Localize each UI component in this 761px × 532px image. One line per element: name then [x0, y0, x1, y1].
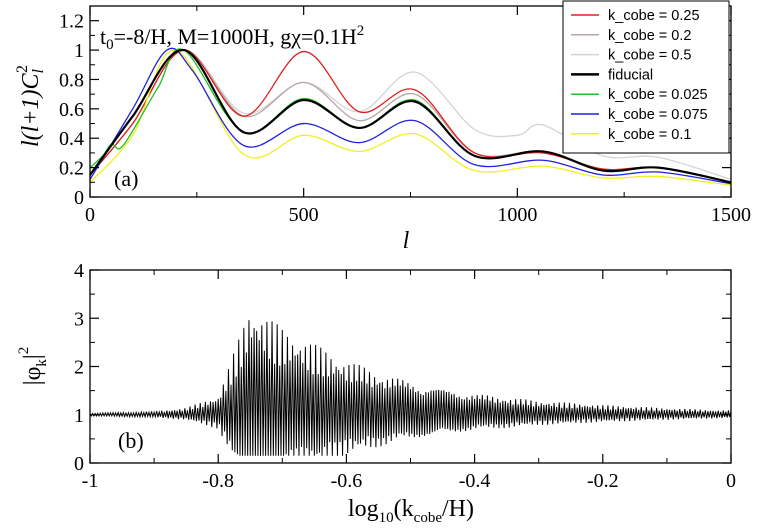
- bottom-x-tick-label: -0.2: [587, 470, 619, 492]
- bottom-x-tick-label: -1: [82, 470, 99, 492]
- top-y-axis-label: l(l+1)Cl2: [14, 65, 47, 147]
- top-x-axis: 0 500 1000 1500: [85, 6, 751, 226]
- top-panel: 0 500 1000 1500 0 0.2 0.4 0.6 0.8 1 1.2 t0=-8/H, …: [14, 0, 751, 254]
- legend: k_cobe = 0.25 k_cobe = 0.2 k_cobe = 0.5 fid…: [562, 0, 730, 154]
- legend-entry-label: k_cobe = 0.075: [608, 107, 708, 123]
- top-y-tick-label: 1: [74, 40, 84, 62]
- bottom-x-axis-label: log10(kcobe/H): [348, 496, 474, 526]
- top-panel-label: (a): [114, 166, 138, 191]
- top-y-tick-label: 0: [74, 187, 84, 209]
- bottom-x-tick-label: -0.4: [459, 470, 491, 492]
- top-annotation: t0=-8/H, M=1000H, gχ=0.1H2: [100, 23, 364, 53]
- top-y-tick-label: 0.2: [59, 158, 84, 180]
- top-x-tick-label: 500: [289, 204, 319, 226]
- top-x-tick-label: 1000: [497, 204, 537, 226]
- bottom-y-tick-label: 0: [74, 453, 84, 475]
- legend-box: [562, 0, 730, 154]
- series-line-k-cobe-0-075: [90, 47, 731, 185]
- top-x-axis-label: l: [403, 228, 410, 254]
- legend-entry-label: k_cobe = 0.2: [608, 28, 691, 44]
- top-y-tick-label: 1.2: [59, 11, 84, 33]
- legend-entry-label: k_cobe = 0.5: [608, 48, 691, 64]
- bottom-y-axis: 0 1 2 3 4: [74, 260, 731, 475]
- bottom-x-tick-label: -0.8: [202, 470, 234, 492]
- legend-entry-label: k_cobe = 0.1: [608, 127, 691, 143]
- top-series-group: [90, 47, 731, 186]
- legend-entry-label: k_cobe = 0.025: [608, 87, 708, 103]
- legend-entry-label: fiducial: [608, 67, 653, 83]
- bottom-y-tick-label: 1: [74, 405, 84, 427]
- top-y-tick-label: 0.8: [59, 69, 84, 91]
- bottom-y-tick-label: 3: [74, 308, 84, 330]
- legend-items: k_cobe = 0.25 k_cobe = 0.2 k_cobe = 0.5 fid…: [571, 8, 708, 143]
- bottom-x-tick-label: -0.6: [331, 470, 363, 492]
- bottom-panel-label: (b): [118, 428, 144, 453]
- bottom-x-tick-label: 0: [726, 470, 736, 492]
- series-line-k-cobe-0-1: [90, 49, 731, 186]
- bottom-y-tick-label: 2: [74, 357, 84, 379]
- bottom-series-group: [90, 320, 731, 456]
- bottom-plot-frame: [89, 269, 732, 464]
- series-line-fiducial: [90, 48, 731, 184]
- bottom-y-axis-label: |φk|2: [16, 347, 50, 385]
- series-line-power-spectrum: [90, 320, 731, 456]
- top-y-tick-label: 0.4: [59, 128, 84, 150]
- bottom-panel: -1 -0.8 -0.6 -0.4 -0.2 0 0 1 2 3 4 (b) log10(kcob…: [16, 260, 736, 526]
- top-x-tick-label: 1500: [711, 204, 751, 226]
- bottom-y-tick-label: 4: [74, 260, 84, 282]
- top-x-tick-label: 0: [85, 204, 95, 226]
- legend-entry-label: k_cobe = 0.25: [608, 8, 700, 24]
- bottom-x-axis: -1 -0.8 -0.6 -0.4 -0.2 0: [82, 270, 736, 492]
- top-y-tick-label: 0.6: [59, 99, 84, 121]
